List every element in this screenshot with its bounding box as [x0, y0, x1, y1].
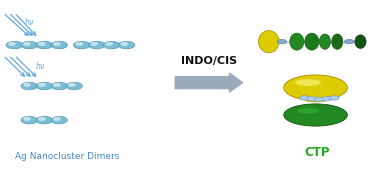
- Circle shape: [36, 116, 53, 124]
- Ellipse shape: [259, 31, 279, 53]
- FancyArrow shape: [175, 73, 243, 92]
- Text: Ag Nanocluster Dimers: Ag Nanocluster Dimers: [14, 152, 119, 161]
- Circle shape: [69, 83, 75, 86]
- Circle shape: [21, 116, 37, 124]
- Circle shape: [118, 41, 135, 49]
- Ellipse shape: [305, 33, 319, 50]
- Circle shape: [121, 42, 127, 45]
- Circle shape: [51, 116, 67, 124]
- Circle shape: [39, 117, 45, 120]
- Ellipse shape: [305, 99, 326, 102]
- Ellipse shape: [319, 34, 330, 49]
- Circle shape: [36, 82, 53, 90]
- Circle shape: [54, 42, 60, 45]
- Circle shape: [88, 41, 105, 49]
- Circle shape: [329, 96, 339, 100]
- Ellipse shape: [290, 33, 304, 50]
- Circle shape: [39, 42, 45, 45]
- Circle shape: [344, 39, 354, 44]
- Circle shape: [76, 42, 82, 45]
- Circle shape: [21, 82, 37, 90]
- Text: INDO/CIS: INDO/CIS: [181, 56, 237, 66]
- Ellipse shape: [355, 35, 366, 49]
- Circle shape: [24, 42, 30, 45]
- Text: $h\nu$: $h\nu$: [24, 16, 34, 27]
- Circle shape: [9, 42, 15, 45]
- Circle shape: [6, 41, 23, 49]
- Circle shape: [24, 83, 30, 86]
- Ellipse shape: [332, 34, 343, 49]
- Circle shape: [51, 41, 67, 49]
- Text: CTP: CTP: [305, 146, 330, 159]
- Circle shape: [54, 117, 60, 120]
- Circle shape: [36, 41, 53, 49]
- Circle shape: [21, 41, 37, 49]
- Ellipse shape: [284, 104, 347, 126]
- Circle shape: [39, 83, 45, 86]
- Circle shape: [307, 96, 317, 101]
- Ellipse shape: [297, 108, 319, 113]
- Circle shape: [51, 82, 67, 90]
- Circle shape: [322, 96, 332, 101]
- Circle shape: [24, 117, 30, 120]
- Circle shape: [66, 82, 82, 90]
- Circle shape: [73, 41, 90, 49]
- Text: $h\nu$: $h\nu$: [35, 60, 46, 71]
- Circle shape: [277, 39, 287, 44]
- Circle shape: [299, 96, 309, 100]
- Ellipse shape: [295, 79, 321, 86]
- Circle shape: [314, 97, 324, 101]
- Circle shape: [106, 42, 112, 45]
- Circle shape: [54, 83, 60, 86]
- Circle shape: [91, 42, 98, 45]
- Ellipse shape: [284, 75, 347, 100]
- Circle shape: [103, 41, 120, 49]
